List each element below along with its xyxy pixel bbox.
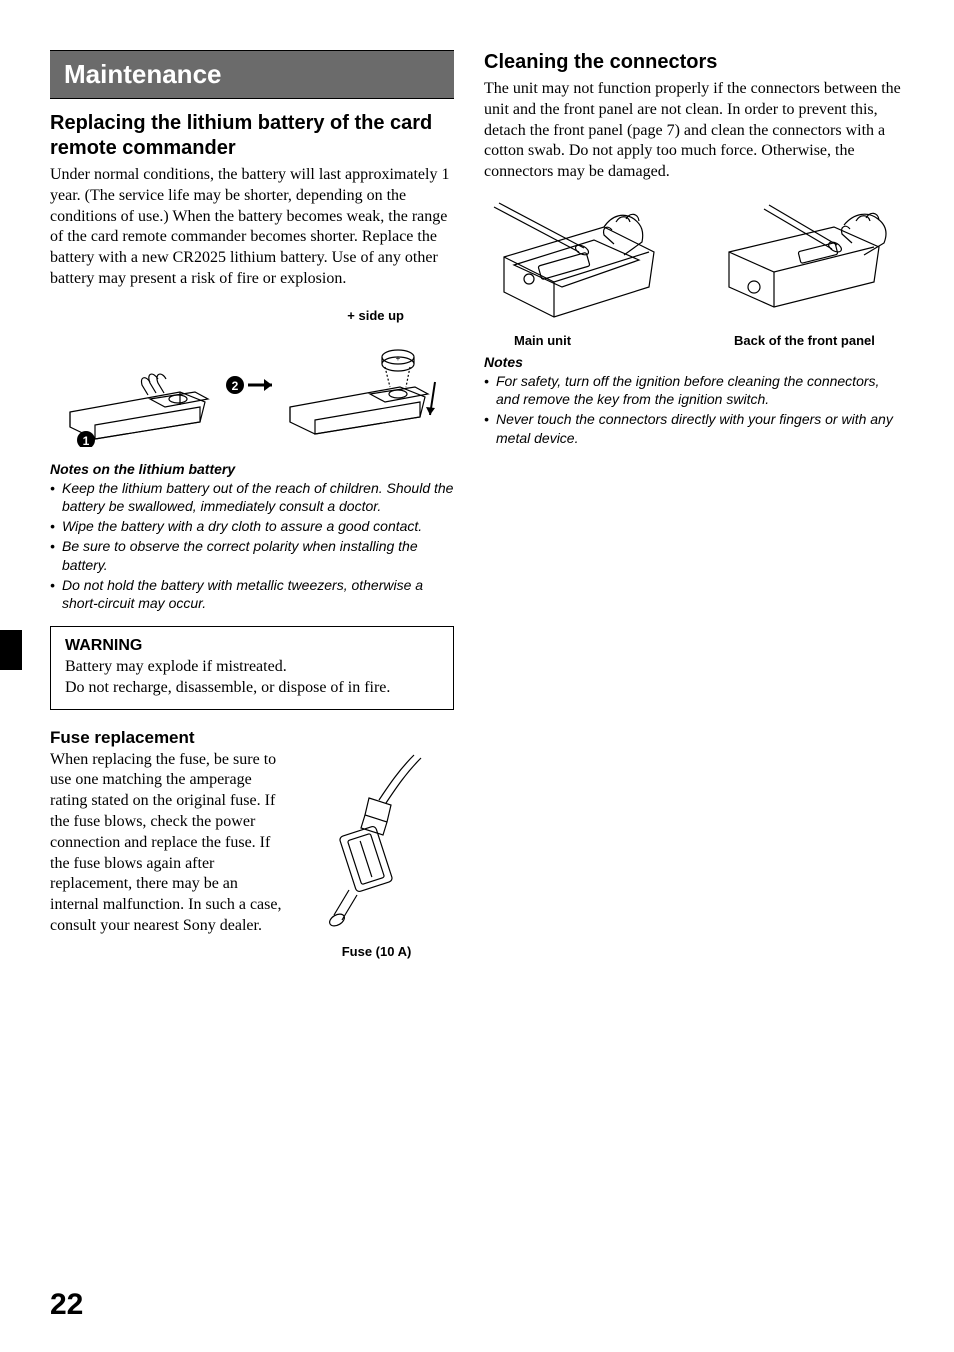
heading-connectors: Cleaning the connectors [484,50,904,75]
fuse-diagram: Fuse (10 A) [299,750,454,959]
notes-connectors-heading: Notes [484,354,904,370]
warning-title: WARNING [65,637,439,655]
fuse-body: When replacing the fuse, be sure to use … [50,750,287,937]
notes-battery-list: Keep the lithium battery out of the reac… [50,479,454,612]
notes-connectors-list: For safety, turn off the ignition before… [484,372,904,447]
notes-battery-heading: Notes on the lithium battery [50,461,454,477]
front-panel-diagram: Back of the front panel [704,197,904,348]
right-column: Cleaning the connectors The unit may not… [484,50,904,959]
svg-text:2: 2 [232,379,239,393]
two-column-layout: Maintenance Replacing the lithium batter… [50,50,904,959]
connector-diagrams: Main unit [484,197,904,348]
svg-text:+: + [396,354,401,363]
body-connectors: The unit may not function properly if th… [484,79,904,183]
fuse-caption: Fuse (10 A) [299,944,454,959]
heading-fuse: Fuse replacement [50,728,454,748]
note-item: Keep the lithium battery out of the reac… [50,479,454,515]
svg-text:1: 1 [83,434,90,447]
warning-body: Battery may explode if mistreated. Do no… [65,657,439,699]
note-item: Wipe the battery with a dry cloth to ass… [50,517,454,535]
heading-battery: Replacing the lithium battery of the car… [50,111,454,161]
side-tab [0,630,22,670]
battery-diagram: + side up 1 [50,308,454,447]
front-panel-caption: Back of the front panel [704,333,904,348]
section-title-maintenance: Maintenance [50,50,454,99]
main-unit-diagram: Main unit [484,197,684,348]
fuse-section: When replacing the fuse, be sure to use … [50,750,454,959]
left-column: Maintenance Replacing the lithium batter… [50,50,454,959]
side-up-label: + side up [50,308,454,323]
note-item: Never touch the connectors directly with… [484,410,904,446]
warning-box: WARNING Battery may explode if mistreate… [50,626,454,710]
note-item: Do not hold the battery with metallic tw… [50,576,454,612]
note-item: For safety, turn off the ignition before… [484,372,904,408]
body-battery: Under normal conditions, the battery wil… [50,165,454,290]
note-item: Be sure to observe the correct polarity … [50,537,454,573]
fuse-illustration [299,750,449,940]
battery-insert-illustration: 1 2 + [50,327,450,447]
page-number: 22 [50,1288,83,1322]
main-unit-caption: Main unit [484,333,684,348]
